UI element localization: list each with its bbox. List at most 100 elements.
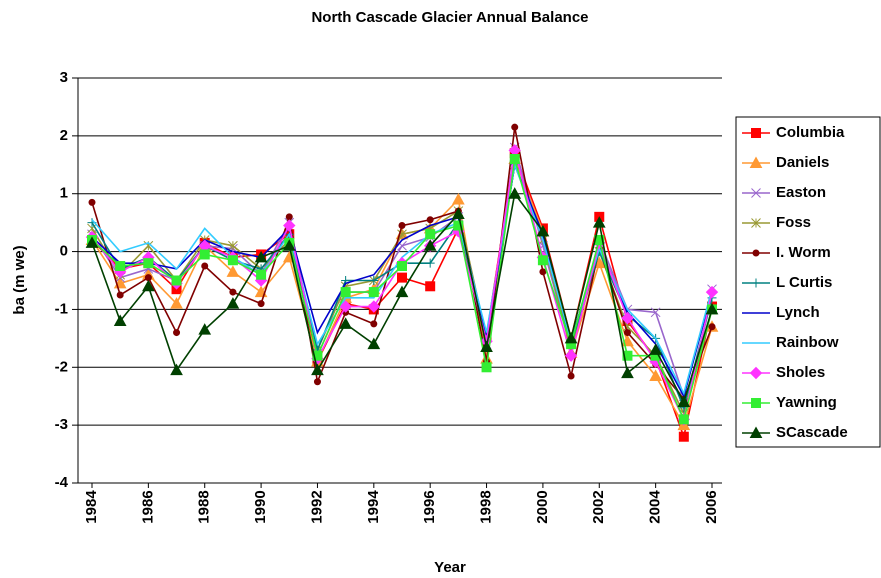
- marker: [425, 229, 436, 240]
- legend-label: Daniels: [776, 154, 829, 171]
- marker: [751, 128, 761, 138]
- x-tick-label: 1994: [365, 490, 382, 524]
- x-tick-label: 2000: [534, 490, 551, 523]
- legend-box: [735, 116, 881, 448]
- marker: [708, 323, 716, 331]
- marker: [480, 340, 493, 353]
- marker: [311, 363, 324, 376]
- marker: [171, 275, 182, 286]
- marker: [395, 285, 409, 298]
- marker: [85, 236, 99, 248]
- marker: [226, 265, 240, 277]
- marker: [678, 431, 689, 442]
- marker: [537, 255, 548, 266]
- legend-label: Sholes: [776, 364, 825, 381]
- marker: [751, 188, 761, 198]
- marker: [509, 154, 520, 164]
- marker: [339, 300, 352, 313]
- marker: [705, 302, 719, 315]
- marker: [88, 198, 96, 206]
- marker: [511, 123, 519, 131]
- x-tick-label: 1986: [139, 490, 156, 523]
- marker: [649, 369, 662, 381]
- marker: [339, 317, 352, 329]
- marker: [705, 285, 719, 299]
- marker: [312, 350, 323, 361]
- marker: [254, 250, 268, 263]
- marker: [170, 363, 183, 376]
- x-tick-label: 2006: [703, 490, 720, 523]
- marker: [623, 329, 631, 337]
- legend-label: Columbia: [776, 124, 845, 141]
- marker: [199, 249, 210, 260]
- marker: [369, 276, 379, 285]
- y-axis-label: ba (m we): [11, 245, 28, 314]
- y-tick-label: -3: [55, 416, 68, 433]
- marker: [751, 398, 761, 408]
- y-tick-label: -2: [55, 358, 68, 375]
- y-tick-label: -4: [55, 474, 69, 491]
- marker: [536, 224, 550, 237]
- marker: [173, 329, 181, 337]
- marker: [749, 156, 763, 168]
- marker: [481, 362, 492, 373]
- legend-label: SCascade: [776, 424, 848, 441]
- legend-label: Rainbow: [776, 334, 839, 351]
- marker: [113, 314, 127, 326]
- marker: [423, 239, 437, 251]
- marker: [592, 216, 606, 228]
- x-tick-label: 1996: [421, 490, 438, 523]
- marker: [650, 307, 661, 318]
- marker: [285, 213, 293, 221]
- x-tick-label: 1992: [308, 490, 325, 523]
- legend-label: L Curtis: [776, 274, 832, 291]
- marker: [749, 366, 763, 380]
- marker: [452, 207, 465, 219]
- marker: [340, 287, 351, 298]
- marker: [257, 300, 265, 308]
- legend-label: Easton: [776, 184, 826, 201]
- marker: [229, 288, 237, 296]
- marker: [228, 240, 238, 251]
- chart-title: North Cascade Glacier Annual Balance: [311, 9, 588, 26]
- y-tick-label: 2: [60, 127, 68, 144]
- y-tick-label: 1: [60, 185, 68, 202]
- marker: [367, 337, 381, 350]
- marker: [227, 255, 238, 266]
- marker: [397, 272, 407, 283]
- marker: [567, 372, 575, 380]
- marker: [621, 366, 634, 379]
- marker: [397, 261, 407, 272]
- marker: [508, 187, 522, 199]
- y-tick-label: -1: [55, 300, 68, 317]
- x-tick-label: 2002: [590, 490, 607, 523]
- marker: [621, 311, 634, 325]
- marker: [256, 269, 267, 280]
- marker: [282, 239, 296, 251]
- marker: [749, 426, 763, 438]
- marker: [678, 414, 689, 425]
- marker: [201, 262, 209, 270]
- marker: [425, 281, 436, 292]
- x-tick-label: 2004: [647, 490, 664, 524]
- marker: [539, 268, 547, 276]
- marker: [283, 219, 296, 232]
- marker: [367, 300, 381, 313]
- marker: [622, 350, 633, 361]
- x-tick-label: 1984: [83, 490, 100, 524]
- marker: [564, 349, 578, 362]
- marker: [368, 287, 379, 298]
- x-tick-label: 1990: [252, 490, 269, 523]
- marker: [115, 261, 126, 272]
- marker: [649, 343, 662, 355]
- y-tick-label: 0: [60, 243, 68, 260]
- marker: [426, 216, 434, 224]
- marker: [313, 378, 321, 386]
- marker: [425, 258, 435, 268]
- marker: [198, 323, 212, 335]
- legend-label: I. Worm: [776, 244, 831, 261]
- x-tick-label: 1998: [478, 490, 495, 523]
- legend-label: Foss: [776, 214, 811, 231]
- marker: [116, 291, 124, 299]
- marker: [142, 279, 155, 292]
